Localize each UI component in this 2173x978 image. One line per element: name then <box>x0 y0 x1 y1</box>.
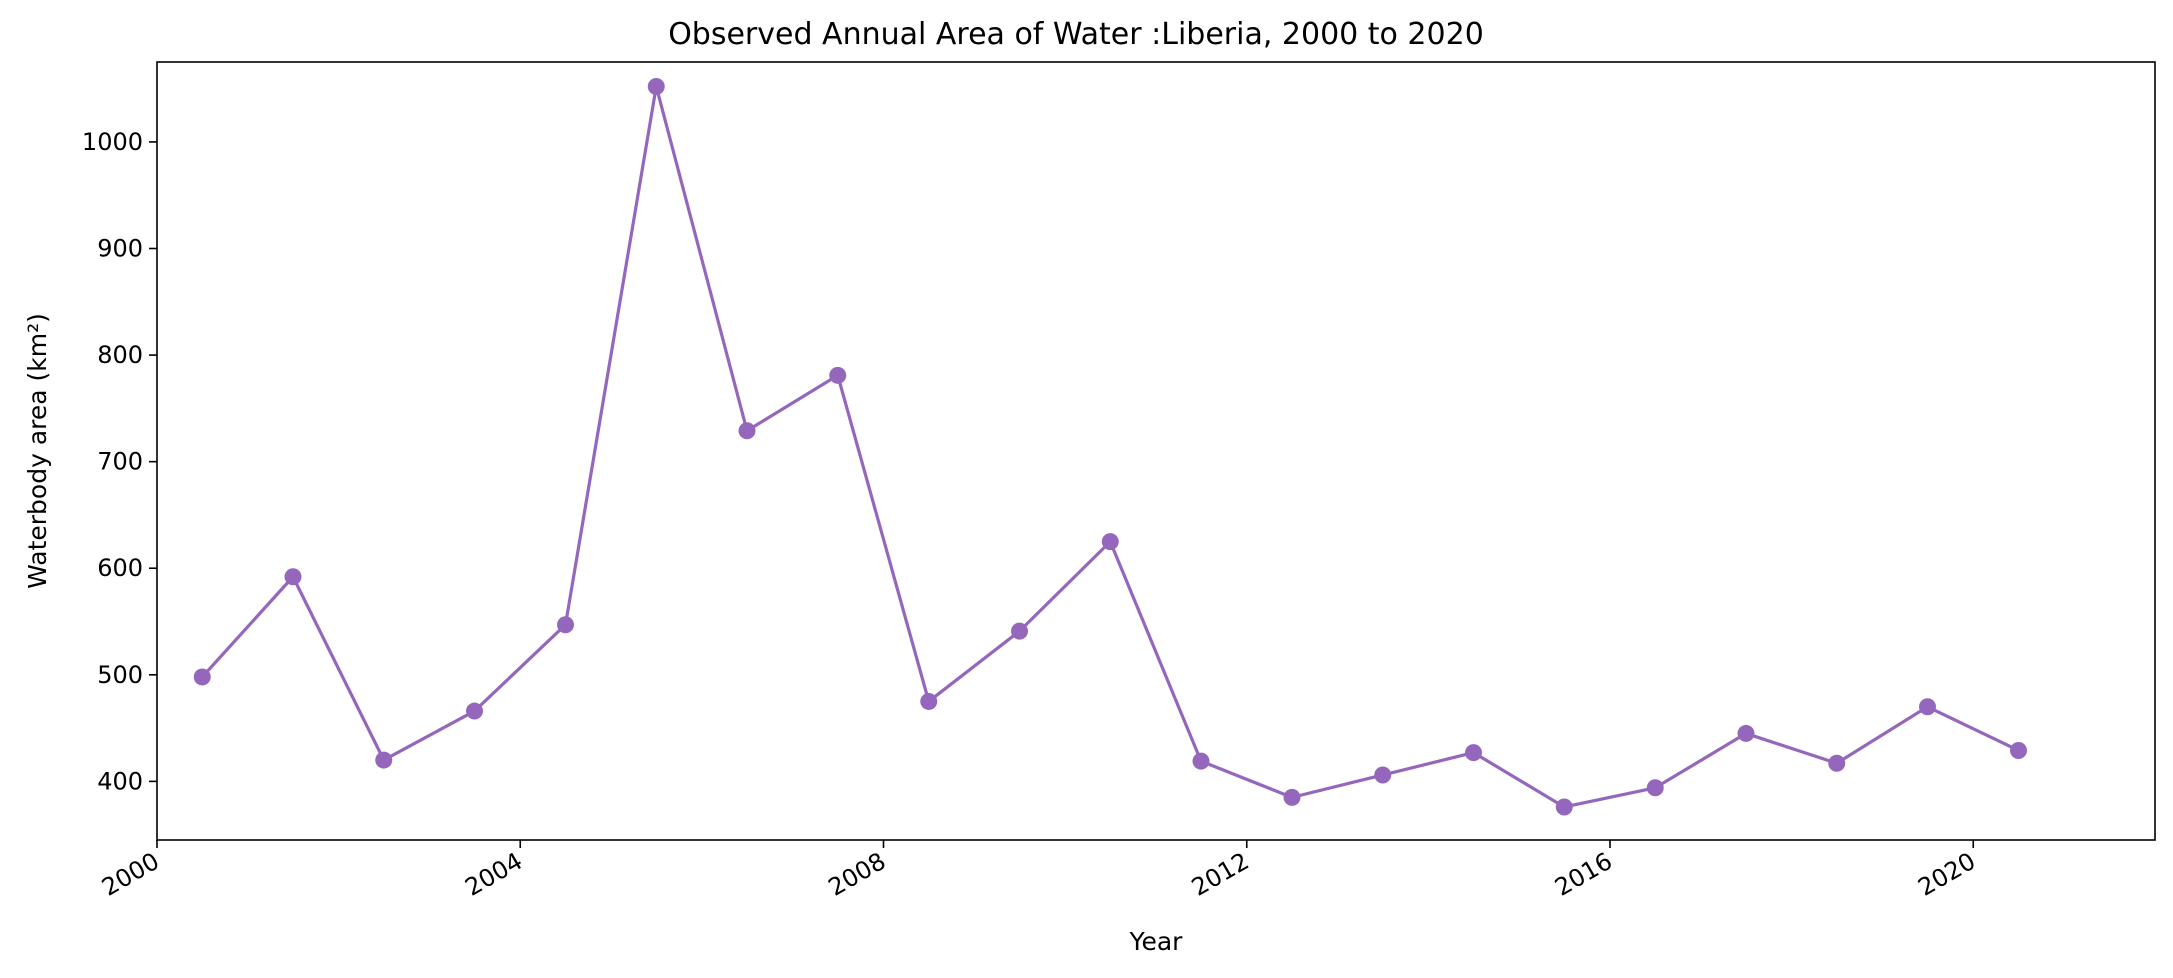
y-tick-label: 800 <box>97 341 143 369</box>
data-point <box>1919 698 1937 716</box>
x-tick-label: 2012 <box>1187 847 1254 902</box>
data-point <box>1283 788 1301 806</box>
x-tick-label: 2000 <box>97 847 164 902</box>
data-point <box>2010 741 2028 759</box>
data-point <box>466 702 484 720</box>
data-point <box>1737 724 1755 742</box>
data-point <box>920 692 938 710</box>
x-tick-label: 2016 <box>1550 847 1617 902</box>
x-tick-label: 2004 <box>460 847 527 902</box>
data-point <box>1465 744 1483 762</box>
data-point <box>1646 779 1664 797</box>
series-waterbody-area <box>193 78 2028 816</box>
data-point <box>738 422 756 440</box>
y-tick-label: 900 <box>97 235 143 263</box>
data-point <box>557 616 575 634</box>
y-axis: 400 500 600 700 800 900 1000 <box>82 128 157 795</box>
data-point <box>647 78 665 96</box>
x-axis: 2000 2004 2008 2012 2016 2020 <box>97 840 1980 902</box>
data-point <box>1011 622 1029 640</box>
x-tick-label: 2008 <box>824 847 891 902</box>
chart-title: Observed Annual Area of Water :Liberia, … <box>668 17 1484 52</box>
x-tick-label: 2020 <box>1913 847 1980 902</box>
y-tick-label: 600 <box>97 554 143 582</box>
y-tick-label: 500 <box>97 661 143 689</box>
data-point <box>1555 798 1573 816</box>
data-point <box>193 668 211 686</box>
y-tick-label: 1000 <box>82 128 143 156</box>
y-axis-label: Waterbody area (km²) <box>23 313 52 589</box>
x-axis-label: Year <box>1129 927 1184 956</box>
data-point <box>829 366 847 384</box>
data-point <box>1192 752 1210 770</box>
data-point <box>284 568 302 586</box>
series-line <box>201 84 2020 809</box>
y-tick-label: 400 <box>97 767 143 795</box>
data-point <box>1828 754 1846 772</box>
data-point <box>1101 533 1119 551</box>
plot-area-frame <box>156 61 2156 841</box>
y-tick-label: 700 <box>97 448 143 476</box>
data-point <box>1374 766 1392 784</box>
data-point <box>375 751 393 769</box>
